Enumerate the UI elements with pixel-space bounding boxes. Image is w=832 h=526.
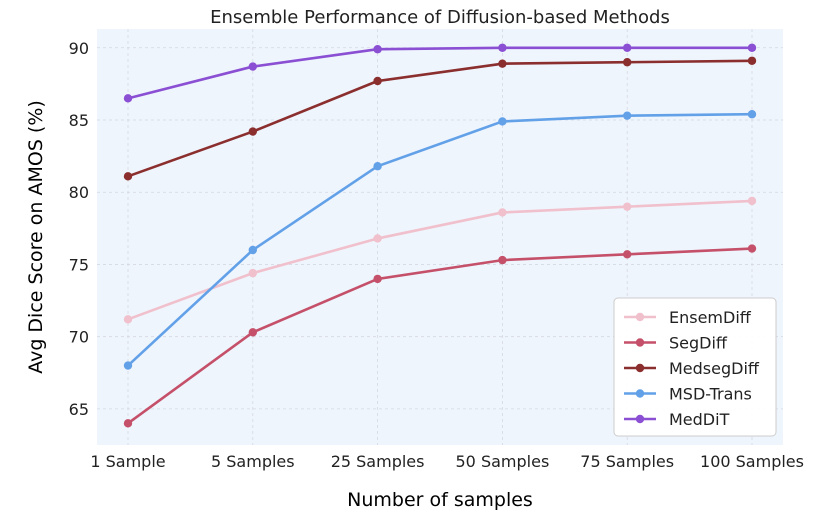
x-tick-label: 1 Sample	[90, 452, 165, 471]
data-point	[747, 56, 757, 65]
data-point	[373, 45, 382, 54]
legend-swatch-marker	[635, 363, 645, 373]
legend-swatch-marker	[635, 338, 645, 347]
data-point	[498, 43, 507, 52]
data-point	[623, 111, 632, 120]
legend-label: MedDiT	[669, 410, 730, 429]
y-tick-labels: 65 70 75 80 85 90	[69, 39, 89, 419]
series-line	[127, 199, 753, 321]
legend-item: MedsegDiff	[624, 359, 760, 378]
x-tick-label: 50 Samples	[456, 452, 550, 471]
data-point	[248, 127, 257, 136]
series-ensemdiff	[123, 196, 757, 324]
data-point	[123, 361, 133, 370]
data-point	[123, 419, 133, 428]
data-point	[747, 110, 757, 119]
legend-label: EnsemDiff	[669, 308, 752, 327]
y-tick-label: 80	[69, 183, 89, 202]
data-point	[498, 208, 507, 217]
x-tick-label: 25 Samples	[331, 452, 425, 471]
data-point	[123, 315, 133, 324]
legend-label: MSD-Trans	[669, 385, 752, 404]
data-point	[373, 274, 382, 284]
legend-item: MSD-Trans	[624, 385, 752, 404]
legend-label: MedsegDiff	[669, 359, 760, 378]
y-tick-label: 90	[69, 39, 89, 58]
series-line	[127, 247, 753, 425]
legend-item: MedDiT	[624, 410, 730, 429]
legend-label: SegDiff	[669, 334, 728, 353]
data-point	[747, 244, 757, 253]
legend-item: SegDiff	[624, 334, 728, 353]
data-point	[623, 43, 632, 52]
data-point	[623, 202, 632, 211]
y-tick-label: 65	[69, 400, 89, 419]
data-point	[248, 245, 257, 255]
data-point	[123, 94, 133, 103]
data-point	[747, 196, 757, 206]
x-tick-label: 5 Samples	[211, 452, 295, 471]
data-point	[623, 58, 632, 67]
x-tick-label: 100 Samples	[700, 452, 804, 471]
x-axis-title: Number of samples	[347, 489, 533, 511]
legend-item: EnsemDiff	[624, 308, 752, 327]
y-tick-label: 85	[69, 111, 89, 130]
series-segdiff	[123, 244, 757, 428]
x-tick-label: 75 Samples	[580, 452, 674, 471]
legend-swatch-marker	[635, 312, 645, 322]
series-line	[127, 46, 752, 100]
data-point	[498, 117, 507, 126]
data-point	[373, 234, 382, 243]
chart-title: Ensemble Performance of Diffusion-based …	[210, 7, 670, 28]
data-point	[498, 255, 507, 265]
series-layer	[123, 43, 757, 428]
data-point	[623, 250, 632, 259]
data-point	[747, 43, 757, 52]
legend-swatch-marker	[635, 414, 645, 424]
data-point	[248, 62, 257, 71]
data-point	[248, 268, 257, 278]
legend-swatch-marker	[635, 389, 645, 398]
series-line	[127, 59, 753, 178]
y-tick-label: 75	[69, 255, 89, 274]
series-meddit	[123, 43, 757, 103]
series-msd-trans	[123, 110, 757, 370]
y-axis-title: Avg Dice Score on AMOS (%)	[25, 100, 47, 374]
data-point	[248, 328, 257, 337]
data-point	[373, 162, 382, 171]
data-point	[123, 172, 133, 181]
x-tick-labels: 1 Sample 5 Samples 25 Samples 50 Samples 75 …	[90, 452, 804, 471]
legend: EnsemDiff SegDiff MedsegDiff MSD-Trans MedDi…	[613, 297, 777, 437]
data-point	[498, 59, 507, 68]
y-tick-label: 70	[69, 328, 89, 347]
data-point	[373, 76, 382, 86]
series-medsegdiff	[123, 56, 757, 181]
series-line	[127, 112, 753, 367]
legend-frame	[613, 297, 777, 437]
